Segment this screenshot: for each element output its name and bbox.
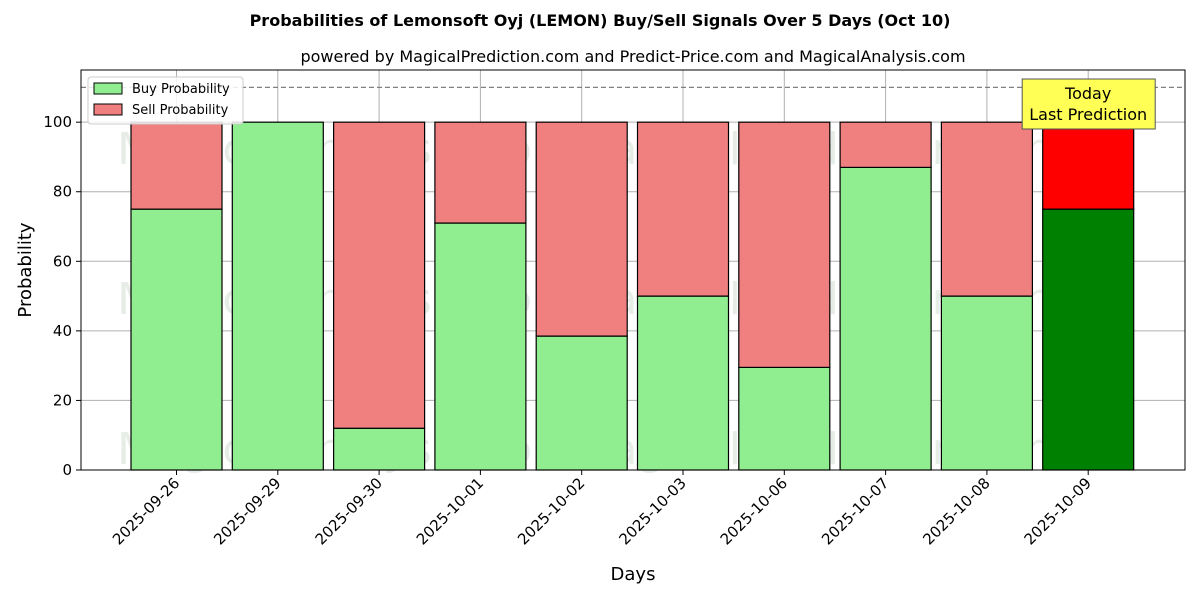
buy-bar <box>636 295 730 471</box>
sell-bar <box>1042 121 1135 210</box>
x-axis-label: Days <box>611 564 656 585</box>
y-tick-label: 100 <box>43 113 72 131</box>
x-tick-label: 2025-09-26 <box>109 474 183 548</box>
legend-box <box>87 76 244 125</box>
buy-bar <box>434 222 527 471</box>
y-tick-label: 60 <box>53 252 72 270</box>
legend-swatch-buy <box>93 82 123 95</box>
x-tick-label: 2025-10-06 <box>717 474 791 548</box>
sell-bar <box>535 121 628 337</box>
sell-bar <box>636 121 730 297</box>
x-tick-label: 2025-10-08 <box>919 474 993 548</box>
buy-bar <box>130 208 223 471</box>
legend-label-sell: Sell Probability <box>132 103 229 118</box>
y-axis-label: Probability <box>15 222 36 317</box>
annotation-line: Last Prediction <box>1029 105 1147 124</box>
y-tick-label: 80 <box>53 183 72 201</box>
sell-bar <box>333 121 426 429</box>
y-tick-label: 40 <box>53 322 72 340</box>
plot-frame <box>80 69 1186 471</box>
chart-subtitle: powered by MagicalPrediction.com and Pre… <box>300 47 965 66</box>
y-tick-label: 20 <box>53 391 72 409</box>
buy-bar <box>1042 208 1135 471</box>
sell-bar <box>839 121 932 168</box>
x-tick-label: 2025-10-09 <box>1021 474 1095 548</box>
x-tick-label: 2025-09-30 <box>312 474 386 548</box>
bars-layer <box>130 121 1135 471</box>
x-tick-label: 2025-10-02 <box>514 474 588 548</box>
sell-bar <box>130 121 223 210</box>
buy-bar <box>940 295 1034 471</box>
buy-bar <box>839 166 932 471</box>
legend-label-buy: Buy Probability <box>132 82 230 97</box>
sell-bar <box>434 121 527 224</box>
today-annotation: Today Last Prediction <box>1021 78 1156 130</box>
buy-bar <box>333 427 426 471</box>
legend: Buy Probability Sell Probability <box>87 76 244 125</box>
buy-bar <box>535 335 628 471</box>
buy-bar <box>738 366 831 471</box>
x-tick-label: 2025-09-29 <box>210 474 284 548</box>
legend-swatch-sell <box>93 103 123 116</box>
annotation-box <box>1021 78 1156 130</box>
buy-bar <box>231 121 324 471</box>
y-tick-label: 0 <box>62 461 72 479</box>
chart-title: Probabilities of Lemonsoft Oyj (LEMON) B… <box>250 11 951 30</box>
x-tick-label: 2025-10-03 <box>615 474 689 548</box>
sell-bar <box>738 121 831 368</box>
sell-bar <box>940 121 1034 297</box>
x-axis-ticks: 2025-09-26 2025-09-29 2025-09-30 2025-10-01… <box>109 470 1095 548</box>
y-axis-ticks: 0 20 40 60 80 100 <box>43 113 81 479</box>
annotation-line: Today <box>1064 84 1111 103</box>
x-tick-label: 2025-10-01 <box>413 474 487 548</box>
x-tick-label: 2025-10-07 <box>818 474 892 548</box>
